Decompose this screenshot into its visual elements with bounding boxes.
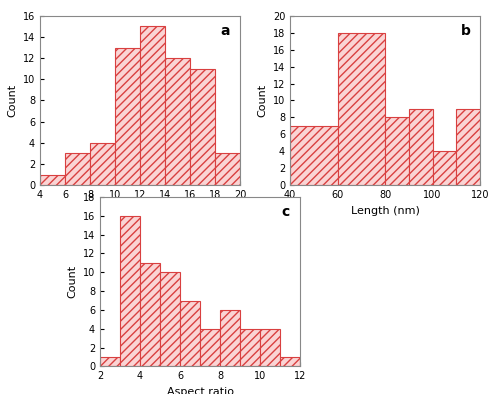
Bar <box>140 263 160 366</box>
Bar <box>260 329 280 366</box>
Bar <box>456 109 480 185</box>
Bar <box>190 69 215 185</box>
X-axis label: Diameter (nm): Diameter (nm) <box>99 206 181 216</box>
Bar <box>240 329 260 366</box>
Bar <box>90 143 115 185</box>
Bar <box>220 310 240 366</box>
Bar <box>280 357 300 366</box>
Text: a: a <box>220 24 230 38</box>
Bar <box>338 33 385 185</box>
Bar <box>100 357 120 366</box>
Y-axis label: Count: Count <box>67 265 77 298</box>
Bar <box>290 126 338 185</box>
X-axis label: Length (nm): Length (nm) <box>350 206 420 216</box>
Bar <box>140 26 165 185</box>
Bar <box>432 151 456 185</box>
Bar <box>40 175 65 185</box>
Bar <box>120 216 140 366</box>
Text: c: c <box>282 206 290 219</box>
X-axis label: Aspect ratio: Aspect ratio <box>166 387 234 394</box>
Bar <box>200 329 220 366</box>
Bar <box>115 48 140 185</box>
Y-axis label: Count: Count <box>7 84 17 117</box>
Bar <box>65 153 90 185</box>
Bar <box>165 58 190 185</box>
Bar <box>385 117 409 185</box>
Bar <box>300 357 320 366</box>
Bar <box>215 153 240 185</box>
Bar <box>409 109 432 185</box>
Bar <box>160 272 180 366</box>
Text: b: b <box>460 24 470 38</box>
Bar <box>180 301 200 366</box>
Y-axis label: Count: Count <box>257 84 267 117</box>
